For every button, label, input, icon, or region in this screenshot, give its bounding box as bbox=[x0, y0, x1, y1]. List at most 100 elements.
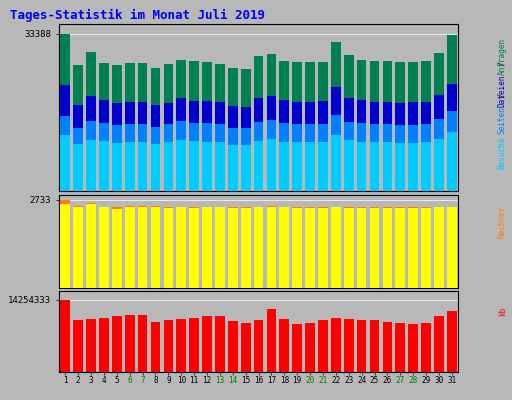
Bar bbox=[331, 115, 340, 191]
Bar bbox=[254, 141, 263, 191]
Bar bbox=[292, 208, 302, 288]
Bar bbox=[357, 60, 367, 191]
Bar bbox=[280, 319, 289, 372]
Bar bbox=[151, 207, 160, 288]
Bar bbox=[357, 123, 367, 191]
Bar bbox=[409, 62, 418, 191]
Bar bbox=[254, 98, 263, 191]
Bar bbox=[370, 320, 379, 372]
Bar bbox=[189, 208, 199, 288]
Bar bbox=[151, 206, 160, 288]
Bar bbox=[409, 208, 418, 288]
Bar bbox=[318, 62, 328, 191]
Bar bbox=[163, 208, 173, 288]
Bar bbox=[112, 65, 122, 191]
Bar bbox=[395, 208, 405, 288]
Bar bbox=[138, 315, 147, 372]
Bar bbox=[357, 320, 367, 372]
Bar bbox=[318, 142, 328, 191]
Bar bbox=[370, 142, 379, 191]
Bar bbox=[421, 62, 431, 191]
Bar bbox=[421, 102, 431, 191]
Bar bbox=[254, 56, 263, 191]
Text: kb: kb bbox=[498, 307, 507, 316]
Bar bbox=[99, 100, 109, 191]
Bar bbox=[331, 88, 340, 191]
Bar bbox=[163, 124, 173, 191]
Bar bbox=[395, 62, 405, 191]
Bar bbox=[99, 207, 109, 288]
Bar bbox=[202, 62, 212, 191]
Bar bbox=[447, 84, 457, 191]
Bar bbox=[409, 125, 418, 191]
Bar bbox=[382, 142, 392, 191]
Bar bbox=[99, 141, 109, 191]
Bar bbox=[112, 143, 122, 191]
Bar bbox=[228, 207, 238, 288]
Bar bbox=[318, 124, 328, 191]
Bar bbox=[344, 319, 354, 372]
Bar bbox=[292, 124, 302, 191]
Bar bbox=[86, 122, 96, 191]
Bar bbox=[112, 209, 122, 288]
Bar bbox=[177, 122, 186, 191]
Bar bbox=[215, 64, 225, 191]
Bar bbox=[163, 207, 173, 288]
Bar bbox=[447, 311, 457, 372]
Bar bbox=[189, 318, 199, 372]
Bar bbox=[125, 102, 135, 191]
Bar bbox=[292, 207, 302, 288]
Text: Anfragen: Anfragen bbox=[498, 38, 507, 74]
Bar bbox=[241, 128, 250, 191]
Bar bbox=[99, 123, 109, 191]
Bar bbox=[447, 207, 457, 288]
Bar bbox=[73, 320, 83, 372]
Bar bbox=[267, 120, 276, 191]
Bar bbox=[409, 102, 418, 191]
Bar bbox=[421, 323, 431, 372]
Bar bbox=[292, 324, 302, 372]
Bar bbox=[228, 321, 238, 372]
Bar bbox=[125, 142, 135, 191]
Bar bbox=[215, 102, 225, 191]
Bar bbox=[318, 207, 328, 288]
Bar bbox=[409, 207, 418, 288]
Text: Besuche: Besuche bbox=[498, 136, 507, 168]
Bar bbox=[305, 323, 315, 372]
Bar bbox=[357, 100, 367, 191]
Bar bbox=[73, 206, 83, 288]
Bar bbox=[73, 65, 83, 191]
Bar bbox=[86, 204, 96, 288]
Bar bbox=[331, 42, 340, 191]
Bar bbox=[292, 102, 302, 191]
Bar bbox=[382, 322, 392, 372]
Bar bbox=[163, 142, 173, 191]
Bar bbox=[60, 135, 70, 191]
Bar bbox=[267, 207, 276, 288]
Bar bbox=[138, 102, 147, 191]
Bar bbox=[370, 208, 379, 288]
Bar bbox=[215, 207, 225, 288]
Bar bbox=[241, 323, 250, 372]
Bar bbox=[395, 102, 405, 191]
Bar bbox=[382, 102, 392, 191]
Bar bbox=[344, 122, 354, 191]
Bar bbox=[189, 123, 199, 191]
Bar bbox=[163, 320, 173, 372]
Bar bbox=[60, 85, 70, 191]
Bar bbox=[421, 124, 431, 191]
Bar bbox=[241, 208, 250, 288]
Bar bbox=[344, 207, 354, 288]
Bar bbox=[241, 70, 250, 191]
Bar bbox=[228, 68, 238, 191]
Bar bbox=[177, 60, 186, 191]
Bar bbox=[60, 200, 70, 288]
Bar bbox=[267, 96, 276, 191]
Bar bbox=[138, 142, 147, 191]
Bar bbox=[280, 123, 289, 191]
Bar bbox=[370, 124, 379, 191]
Bar bbox=[73, 207, 83, 288]
Bar bbox=[125, 207, 135, 288]
Bar bbox=[125, 206, 135, 288]
Bar bbox=[202, 316, 212, 372]
